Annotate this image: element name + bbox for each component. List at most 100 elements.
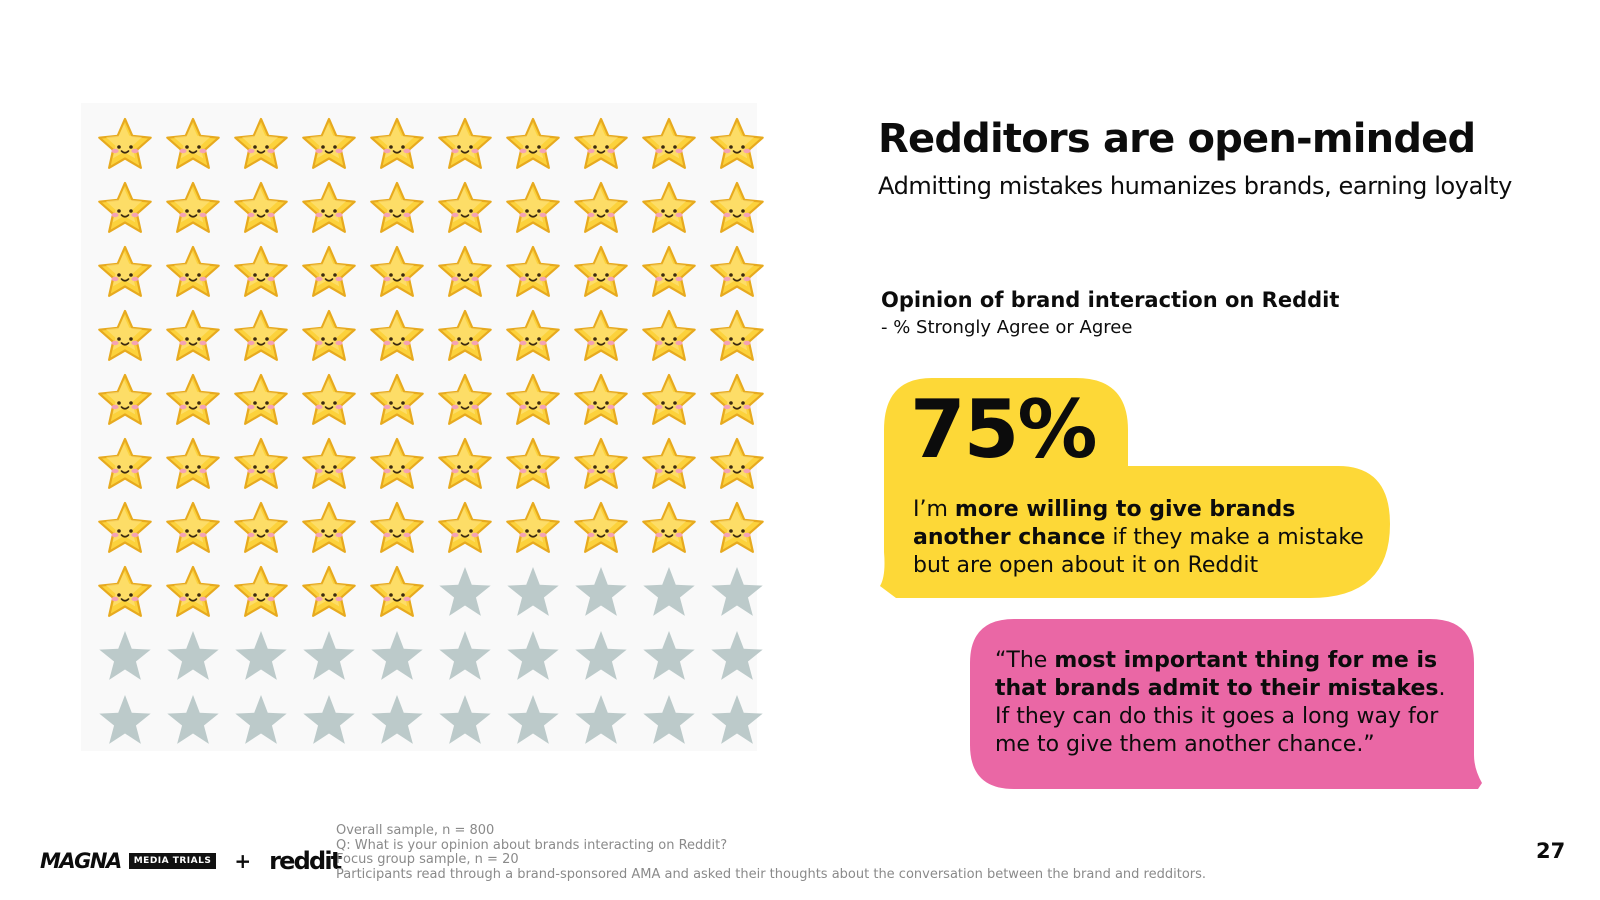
star-filled-icon <box>295 241 363 305</box>
emphasis-text: more willing to give brands another chan… <box>913 497 1296 550</box>
footnote-line: Participants read through a brand-sponso… <box>336 866 1207 882</box>
star-filled-icon <box>227 561 295 625</box>
star-empty-icon <box>703 625 771 689</box>
page-number: 27 <box>1536 839 1566 863</box>
emphasis-text: most important thing for me is that bran… <box>995 648 1439 701</box>
star-filled-icon <box>635 433 703 497</box>
chart-sublabel: - % Strongly Agree or Agree <box>881 317 1133 338</box>
star-filled-icon <box>635 241 703 305</box>
footnote-line: Focus group sample, n = 20 <box>336 852 519 867</box>
star-filled-icon <box>567 177 635 241</box>
star-filled-icon <box>567 369 635 433</box>
star-filled-icon <box>159 497 227 561</box>
star-filled-icon <box>159 241 227 305</box>
star-filled-icon <box>227 305 295 369</box>
star-filled-icon <box>159 305 227 369</box>
star-empty-icon <box>499 625 567 689</box>
star-filled-icon <box>635 369 703 433</box>
quote-bubble: “The most important thing for me is that… <box>970 619 1490 793</box>
star-filled-icon <box>499 113 567 177</box>
stat-bubble: 75% I’m more willing to give brands anot… <box>880 378 1420 602</box>
page-subtitle: Admitting mistakes humanizes brands, ear… <box>878 172 1512 200</box>
star-filled-icon <box>91 433 159 497</box>
star-filled-icon <box>363 433 431 497</box>
star-filled-icon <box>703 241 771 305</box>
text-segment: I’m <box>913 497 955 522</box>
star-filled-icon <box>431 369 499 433</box>
star-filled-icon <box>431 497 499 561</box>
star-filled-icon <box>227 177 295 241</box>
star-filled-icon <box>91 369 159 433</box>
text-segment: . If they can do this it goes a long way… <box>995 676 1446 757</box>
star-empty-icon <box>295 689 363 753</box>
star-filled-icon <box>159 369 227 433</box>
star-filled-icon <box>499 177 567 241</box>
star-empty-icon <box>91 689 159 753</box>
star-empty-icon <box>635 625 703 689</box>
stat-value: 75% <box>910 383 1097 476</box>
star-filled-icon <box>431 241 499 305</box>
star-empty-icon <box>703 689 771 753</box>
star-empty-icon <box>431 625 499 689</box>
star-filled-icon <box>363 177 431 241</box>
star-empty-icon <box>159 625 227 689</box>
footnotes: Overall sample, n = 800 Q: What is your … <box>336 823 1207 882</box>
star-empty-icon <box>499 561 567 625</box>
star-filled-icon <box>567 433 635 497</box>
star-filled-icon <box>703 369 771 433</box>
star-filled-icon <box>295 497 363 561</box>
stat-bubble-shape <box>880 378 1390 598</box>
star-filled-icon <box>159 177 227 241</box>
star-filled-icon <box>567 497 635 561</box>
magna-logo: MAGNA <box>40 848 122 873</box>
star-filled-icon <box>227 113 295 177</box>
star-filled-icon <box>567 113 635 177</box>
star-filled-icon <box>431 177 499 241</box>
star-filled-icon <box>91 241 159 305</box>
star-filled-icon <box>227 497 295 561</box>
star-filled-icon <box>91 561 159 625</box>
star-empty-icon <box>91 625 159 689</box>
star-filled-icon <box>159 561 227 625</box>
star-filled-icon <box>431 433 499 497</box>
star-filled-icon <box>295 177 363 241</box>
media-trials-logo: MEDIA TRIALS <box>128 853 217 869</box>
star-filled-icon <box>499 433 567 497</box>
star-empty-icon <box>227 689 295 753</box>
stat-text: I’m more willing to give brands another … <box>913 496 1383 580</box>
star-filled-icon <box>363 561 431 625</box>
star-empty-icon <box>159 689 227 753</box>
star-filled-icon <box>567 241 635 305</box>
chart-label: Opinion of brand interaction on Reddit <box>881 288 1340 312</box>
star-filled-icon <box>635 177 703 241</box>
star-filled-icon <box>295 369 363 433</box>
star-filled-icon <box>295 113 363 177</box>
star-empty-icon <box>295 625 363 689</box>
star-filled-icon <box>363 305 431 369</box>
star-filled-icon <box>703 177 771 241</box>
star-filled-icon <box>159 433 227 497</box>
star-empty-icon <box>635 689 703 753</box>
star-empty-icon <box>499 689 567 753</box>
star-filled-icon <box>295 433 363 497</box>
text-segment: if they make a mistake but are open abou… <box>913 525 1364 578</box>
star-empty-icon <box>431 689 499 753</box>
star-filled-icon <box>499 369 567 433</box>
star-filled-icon <box>227 433 295 497</box>
star-filled-icon <box>499 241 567 305</box>
star-filled-icon <box>159 113 227 177</box>
star-filled-icon <box>635 497 703 561</box>
footer-logos: MAGNA MEDIA TRIALS + reddit <box>40 848 342 874</box>
star-filled-icon <box>227 241 295 305</box>
star-empty-icon <box>567 689 635 753</box>
plus-sign: + <box>234 849 252 873</box>
quote-bubble-shape <box>970 619 1482 789</box>
star-empty-icon <box>431 561 499 625</box>
star-filled-icon <box>703 497 771 561</box>
star-filled-icon <box>227 369 295 433</box>
star-filled-icon <box>635 305 703 369</box>
star-grid-panel <box>81 103 764 753</box>
text-segment: “The <box>995 648 1055 673</box>
quote-text: “The most important thing for me is that… <box>995 647 1457 759</box>
star-filled-icon <box>295 305 363 369</box>
